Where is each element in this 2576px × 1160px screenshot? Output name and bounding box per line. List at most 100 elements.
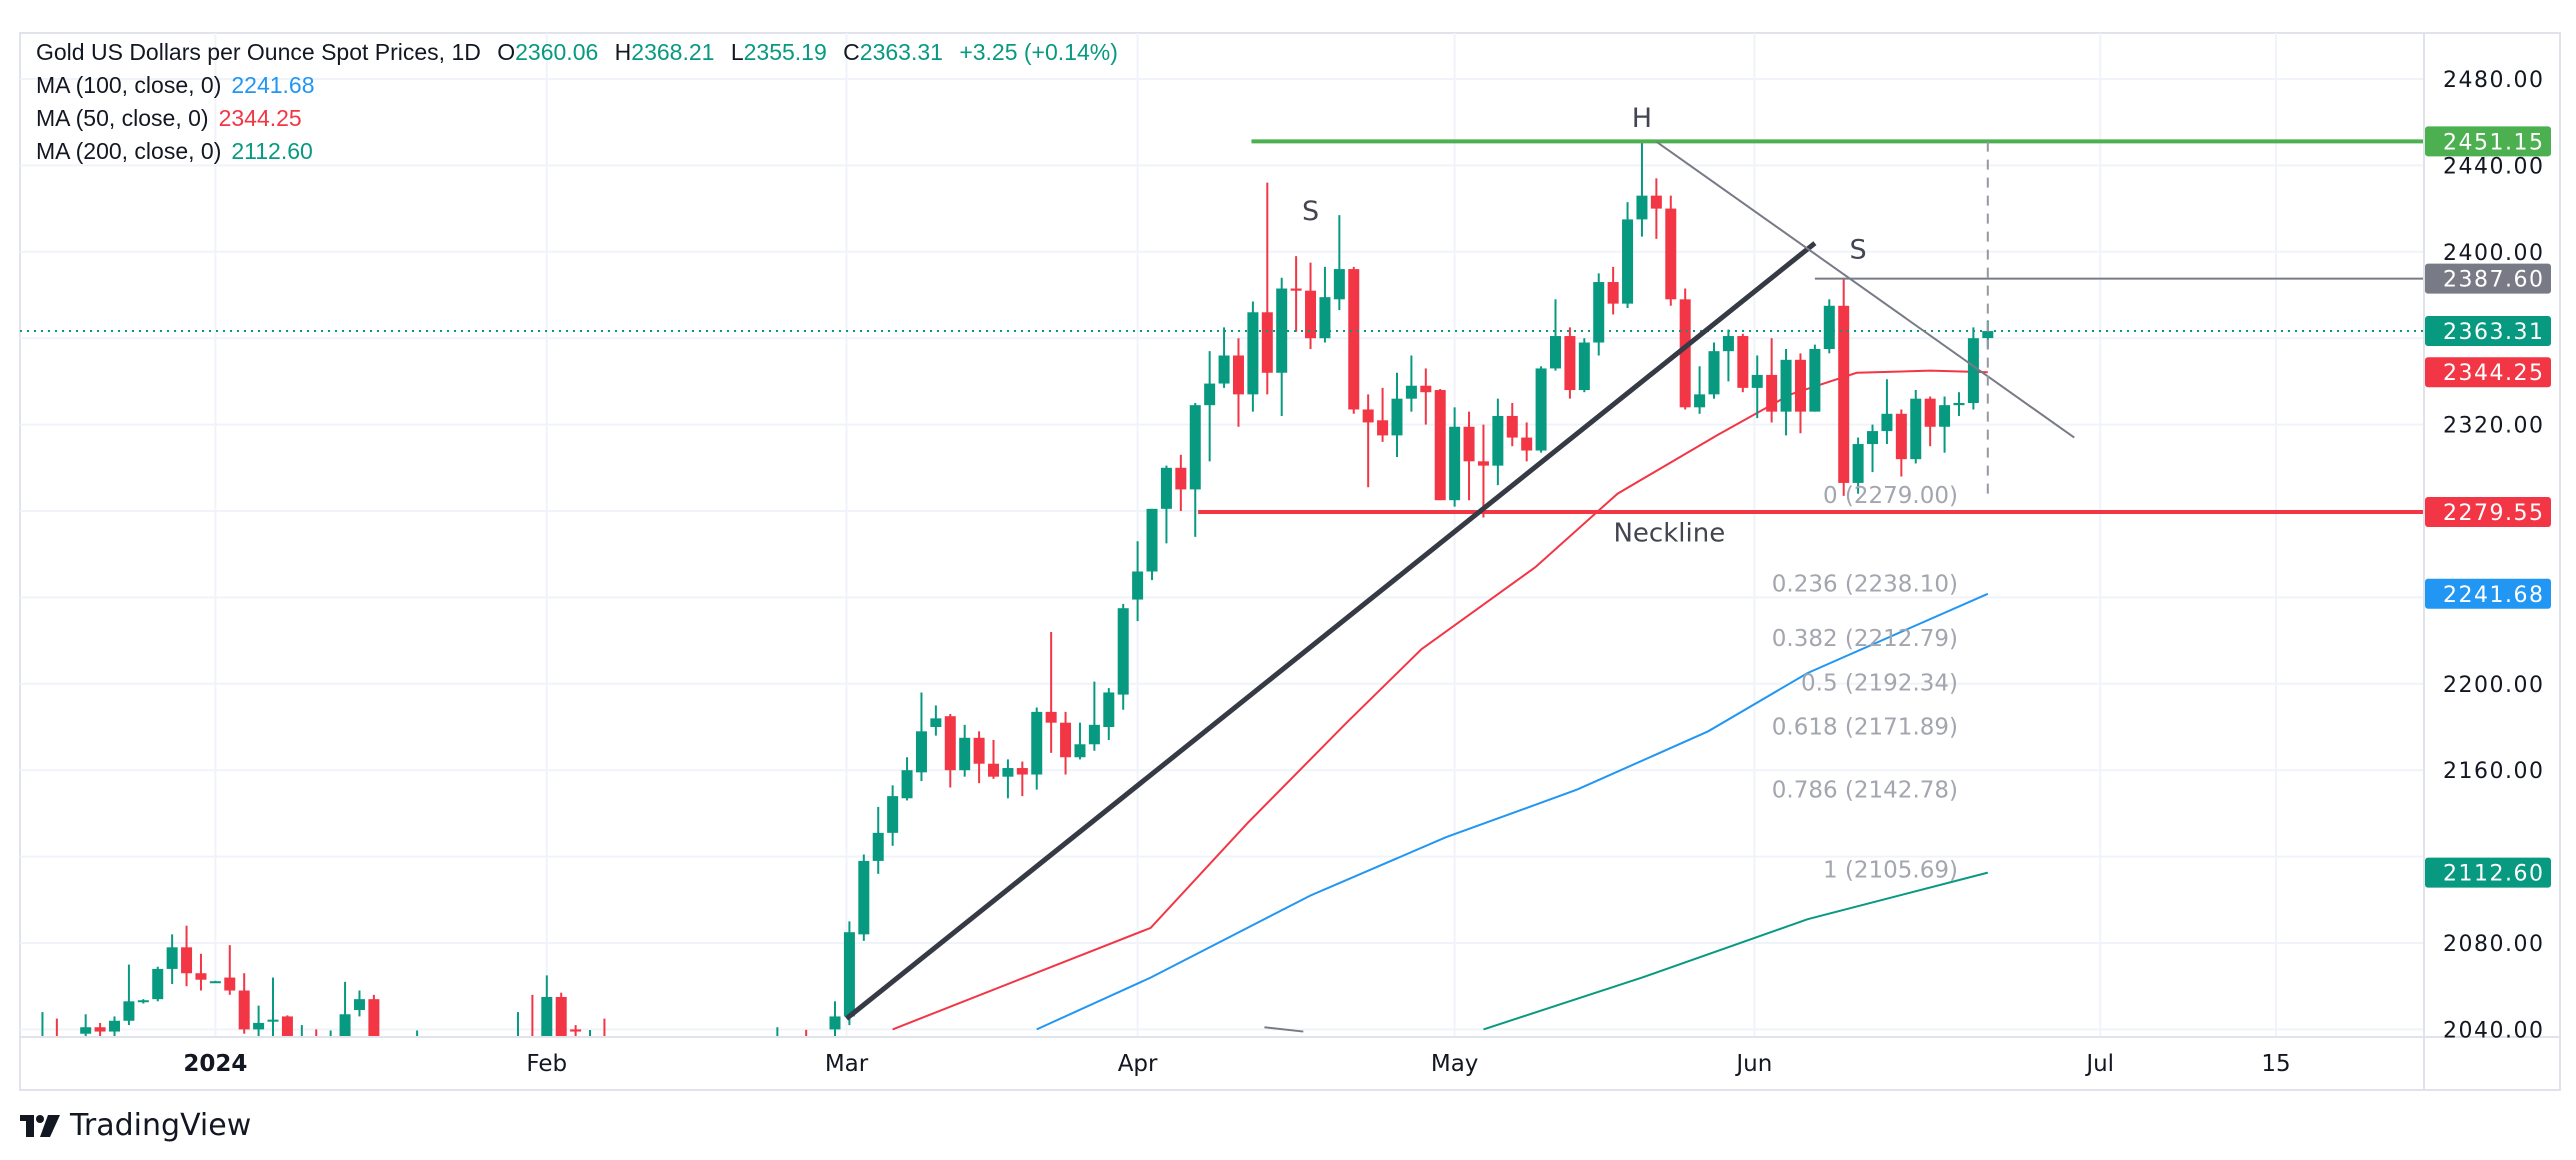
candle [1290, 256, 1302, 332]
uptrend-line[interactable] [844, 241, 1817, 1021]
trend-segment[interactable] [1264, 1026, 1304, 1033]
candle-body [858, 860, 870, 935]
candle-body [1232, 355, 1244, 395]
candle-body [1521, 437, 1533, 451]
legend-ma100[interactable]: MA (100, close, 0) 2241.68 [36, 71, 315, 99]
pattern-label: H [1632, 103, 1652, 134]
candle [1261, 182, 1273, 395]
candle [1449, 407, 1461, 507]
candle [1622, 202, 1634, 308]
candle-body [1982, 331, 1994, 339]
fib-level-label: 0.786 (2142.78) [1772, 777, 1958, 803]
candle [872, 806, 884, 874]
candle-body [166, 947, 178, 969]
close-key: C [843, 39, 860, 65]
candle [1031, 707, 1043, 790]
change-value: +3.25 (+0.14%) [959, 39, 1118, 65]
drawings: H S S Neckline 0 (2279.00) 0.236 (2238.10) 0.3… [20, 103, 2424, 1033]
candle [570, 1025, 582, 1037]
candle [915, 692, 927, 781]
candle [1160, 465, 1172, 544]
candle-body [238, 990, 250, 1030]
candle-body [353, 999, 365, 1010]
candle-body [368, 999, 380, 1037]
candle-body [973, 737, 985, 764]
candle [181, 925, 193, 987]
pattern-label: S [1850, 235, 1867, 266]
tradingview-logo-icon [20, 1114, 60, 1137]
price-badge-bg [2425, 578, 2551, 609]
candle [1578, 338, 1590, 393]
candle-body [887, 796, 899, 833]
candle [959, 724, 971, 777]
candle-body [123, 1001, 135, 1021]
tradingview-logo[interactable]: TradingView [20, 1108, 251, 1143]
candle [1276, 277, 1288, 416]
candle [1132, 541, 1144, 622]
candle-body [1290, 288, 1302, 291]
candle [1405, 355, 1417, 412]
candle-body [1722, 336, 1734, 352]
candle-body [1261, 312, 1273, 373]
candle [253, 1005, 265, 1037]
candle-body [1333, 269, 1345, 300]
candle [930, 705, 942, 736]
price-badge: 2344.25 [2425, 357, 2551, 388]
price-badge: 2241.68 [2425, 578, 2551, 609]
candle-body [1391, 398, 1403, 436]
candle [1650, 178, 1662, 239]
candle [1881, 379, 1893, 445]
candle [1607, 266, 1619, 315]
candle [1060, 711, 1072, 775]
indicator-value: 2241.68 [231, 72, 315, 98]
indicator-label: MA (100, close, 0) [36, 72, 222, 98]
candle-body [1305, 290, 1317, 339]
legend-ma50[interactable]: MA (50, close, 0) 2344.25 [36, 104, 302, 132]
fib-level-label: 0.382 (2212.79) [1772, 626, 1958, 652]
candle-body [224, 977, 236, 991]
price-tick-label: 2040.00 [2443, 1018, 2544, 1043]
candle-body [1867, 431, 1879, 445]
price-badge-text: 2112.60 [2443, 862, 2544, 887]
candle [1218, 327, 1230, 388]
candle-body [555, 997, 567, 1037]
candle-body [1405, 385, 1417, 399]
candle-body [1060, 722, 1072, 758]
candle-body [1045, 711, 1057, 723]
candle-body [109, 1020, 120, 1032]
price-badge-text: 2279.55 [2443, 501, 2544, 526]
candle [368, 994, 380, 1037]
candle-body [1694, 394, 1706, 408]
candle [944, 714, 956, 788]
candle [1953, 392, 1965, 416]
price-badge-bg [2425, 357, 2551, 388]
legend-ma200[interactable]: MA (200, close, 0) 2112.60 [36, 137, 313, 165]
candle-body [1953, 403, 1965, 406]
candle-body [901, 770, 913, 799]
candle-body [1016, 768, 1028, 775]
fib-level-label: 0 (2279.00) [1823, 483, 1958, 509]
candle-body [541, 997, 553, 1037]
candle-body [339, 1014, 351, 1037]
legend-main: Gold US Dollars per Ounce Spot Prices, 1… [36, 38, 1118, 66]
candle [1088, 681, 1100, 751]
candle-body [1895, 413, 1907, 460]
candle-body [1319, 297, 1331, 339]
candle [1333, 215, 1345, 311]
candle [1204, 351, 1216, 462]
candle [1780, 349, 1792, 436]
candle-body [1189, 405, 1201, 490]
candle [1117, 603, 1129, 710]
price-tick-label: 2160.00 [2443, 759, 2544, 784]
candle-body [1449, 426, 1461, 501]
candle [1362, 394, 1374, 488]
downtrend-line[interactable] [1655, 140, 2075, 439]
candle [1492, 398, 1504, 486]
price-badge-bg [2425, 126, 2551, 157]
candle [1809, 344, 1821, 412]
indicator-value: 2112.60 [231, 138, 313, 164]
candle-body [1420, 385, 1432, 393]
candle-body [1535, 368, 1547, 451]
candle [1463, 411, 1475, 501]
